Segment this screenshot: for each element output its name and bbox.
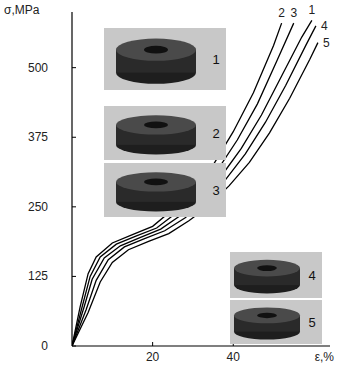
y-tick-label: 375: [28, 130, 48, 144]
sample-hole: [257, 265, 277, 271]
sample-hole: [144, 46, 168, 54]
curve-label: 1: [309, 3, 316, 17]
y-tick-label: 125: [28, 269, 48, 283]
y-tick: [72, 276, 76, 277]
photo-bg: [230, 300, 322, 344]
photo-label: 5: [308, 315, 315, 330]
y-tick-label: 500: [28, 61, 48, 75]
sample-hole: [257, 313, 277, 319]
sample-photo: 3: [104, 163, 226, 217]
sample-top: [116, 115, 196, 134]
sample-top: [116, 39, 196, 61]
sample-hole: [144, 178, 168, 185]
sample-top: [234, 260, 300, 277]
y-tick: [72, 67, 76, 68]
photo-bg: [230, 252, 322, 298]
y-tick: [72, 137, 76, 138]
sample-photo: 1: [104, 28, 226, 90]
sample-top: [234, 307, 300, 323]
photo-label: 3: [212, 183, 219, 198]
x-tick-label: 20: [146, 350, 160, 364]
curve-label: 5: [323, 36, 330, 50]
photo-bg: [104, 163, 226, 217]
photo-label: 4: [308, 268, 315, 283]
x-axis-title: ε,%: [315, 350, 335, 364]
y-axis-title: σ,MPa: [4, 3, 40, 17]
sample-photo: 2: [104, 106, 226, 160]
curve-label: 4: [321, 19, 328, 33]
sample-photo: 5: [230, 300, 322, 344]
y-tick-label: 250: [28, 200, 48, 214]
photo-label: 1: [212, 52, 219, 67]
chart: 01252503755002040σ,MPaε,%1234512345: [0, 0, 340, 369]
curve-label: 3: [290, 6, 297, 20]
sample-hole: [144, 121, 168, 128]
photo-label: 2: [212, 126, 219, 141]
curve-label: 2: [278, 6, 285, 20]
photo-bg: [104, 106, 226, 160]
x-tick: [152, 342, 153, 346]
x-tick-label: 40: [227, 350, 241, 364]
x-axis: [72, 345, 330, 346]
sample-top: [116, 172, 196, 191]
y-tick-label: 0: [41, 339, 48, 353]
y-tick: [72, 206, 76, 207]
y-axis: [71, 12, 72, 346]
sample-photo: 4: [230, 252, 322, 298]
photo-bg: [104, 28, 226, 90]
